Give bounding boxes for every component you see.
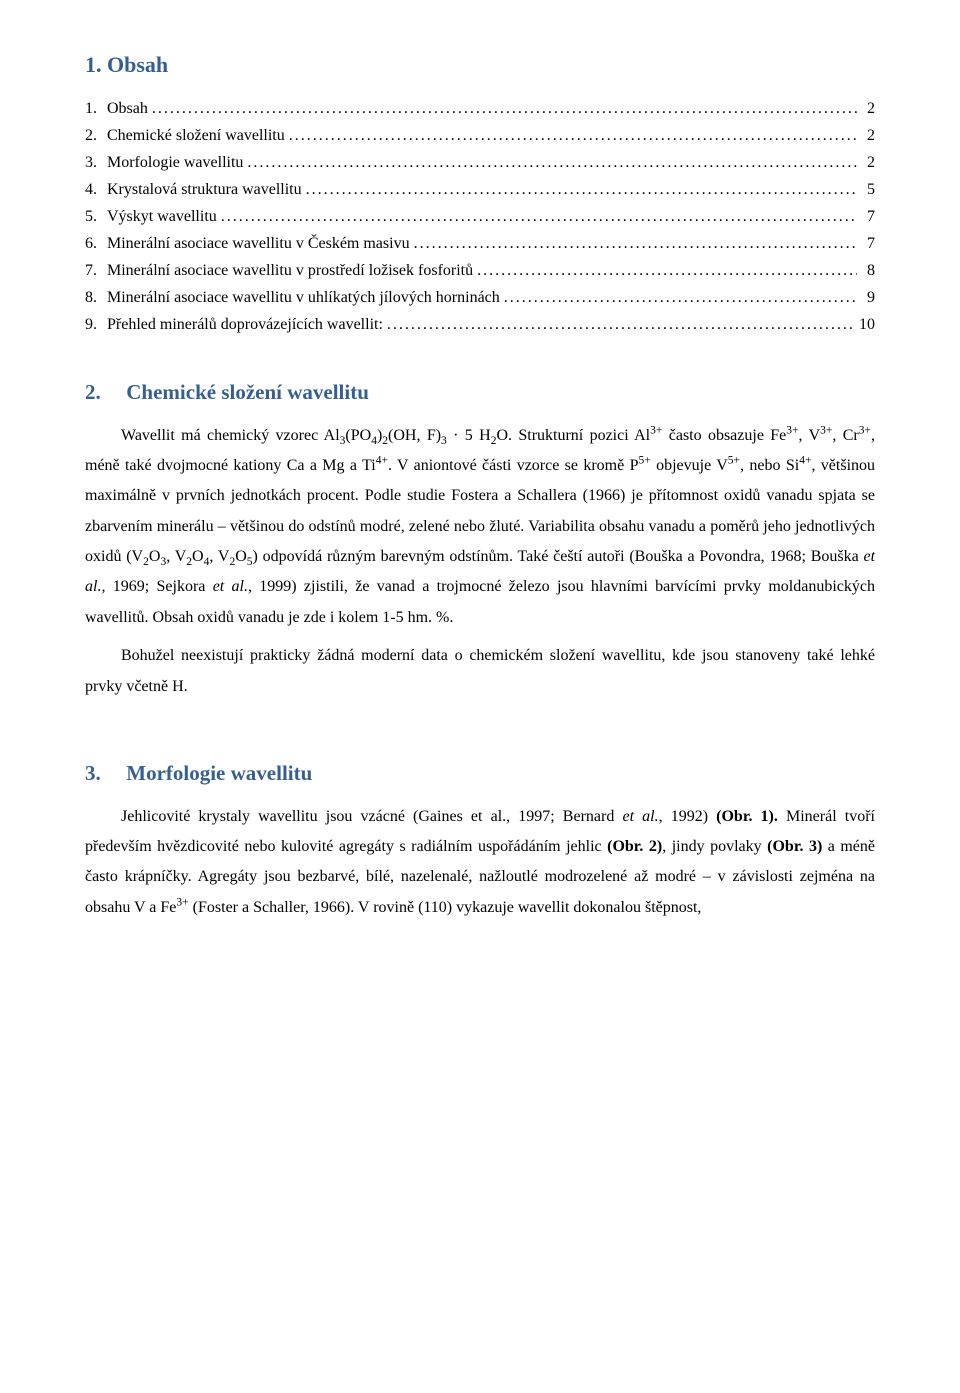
toc-entry: 5.Výskyt wavellitu 7 [85, 205, 875, 229]
heading-num: 2. [85, 377, 121, 409]
toc-entry: 4.Krystalová struktura wavellitu 5 [85, 178, 875, 202]
toc-leader-dots [414, 232, 857, 256]
toc-entry-page: 7 [857, 205, 875, 229]
toc-entry-num: 6. [85, 232, 107, 256]
toc-entry-num: 8. [85, 286, 107, 310]
section-3-heading: 3. Morfologie wavellitu [85, 758, 875, 790]
toc-leader-dots [289, 124, 857, 148]
toc-entry-title: Chemické složení wavellitu [107, 124, 289, 148]
toc-entry-page: 9 [857, 286, 875, 310]
toc-entry-page: 2 [857, 124, 875, 148]
toc-entry-num: 4. [85, 178, 107, 202]
heading-title: Morfologie wavellitu [126, 761, 312, 785]
toc-entry-title: Krystalová struktura wavellitu [107, 178, 306, 202]
toc-entry: 2.Chemické složení wavellitu 2 [85, 124, 875, 148]
toc-leader-dots [504, 286, 857, 310]
toc-entry-page: 8 [857, 259, 875, 283]
toc-leader-dots [477, 259, 857, 283]
toc-entry-title: Morfologie wavellitu [107, 151, 247, 175]
toc-entry: 9.Přehled minerálů doprovázejících wavel… [85, 313, 875, 337]
toc-entry-title: Obsah [107, 97, 152, 121]
toc-entry: 3.Morfologie wavellitu 2 [85, 151, 875, 175]
heading-title: Obsah [107, 52, 168, 77]
toc-entry-title: Přehled minerálů doprovázejících wavelli… [107, 313, 387, 337]
toc-entry-num: 9. [85, 313, 107, 337]
toc-entry-title: Minerální asociace wavellitu v uhlíkatýc… [107, 286, 504, 310]
toc-entry-num: 7. [85, 259, 107, 283]
toc-entry-num: 5. [85, 205, 107, 229]
toc-entry-num: 1. [85, 97, 107, 121]
toc-leader-dots [387, 313, 853, 337]
section-2-heading: 2. Chemické složení wavellitu [85, 377, 875, 409]
section-3-paragraph-1: Jehlicovité krystaly wavellitu jsou vzác… [85, 802, 875, 924]
toc-entry-page: 2 [857, 151, 875, 175]
section-1-heading: 1. Obsah [85, 48, 875, 81]
toc-entry: 7.Minerální asociace wavellitu v prostře… [85, 259, 875, 283]
toc-entry-page: 2 [857, 97, 875, 121]
heading-num: 3. [85, 758, 121, 790]
toc-leader-dots [306, 178, 857, 202]
toc-entry-page: 5 [857, 178, 875, 202]
toc-leader-dots [152, 97, 857, 121]
toc-entry: 6.Minerální asociace wavellitu v Českém … [85, 232, 875, 256]
toc-entry-title: Výskyt wavellitu [107, 205, 221, 229]
toc-leader-dots [221, 205, 857, 229]
toc-entry-num: 2. [85, 124, 107, 148]
toc-entry-title: Minerální asociace wavellitu v prostředí… [107, 259, 477, 283]
toc-entry-title: Minerální asociace wavellitu v Českém ma… [107, 232, 414, 256]
toc-entry-page: 7 [857, 232, 875, 256]
toc-entry: 1.Obsah 2 [85, 97, 875, 121]
toc-entry: 8.Minerální asociace wavellitu v uhlíkat… [85, 286, 875, 310]
table-of-contents: 1.Obsah22.Chemické složení wavellitu23.M… [85, 97, 875, 337]
toc-entry-page: 10 [853, 313, 875, 337]
heading-title: Chemické složení wavellitu [126, 380, 369, 404]
heading-num: 1. [85, 52, 102, 77]
section-2-paragraph-2: Bohužel neexistují prakticky žádná moder… [85, 641, 875, 702]
toc-entry-num: 3. [85, 151, 107, 175]
toc-leader-dots [247, 151, 857, 175]
section-2-paragraph-1: Wavellit má chemický vzorec Al3(PO4)2(OH… [85, 421, 875, 634]
